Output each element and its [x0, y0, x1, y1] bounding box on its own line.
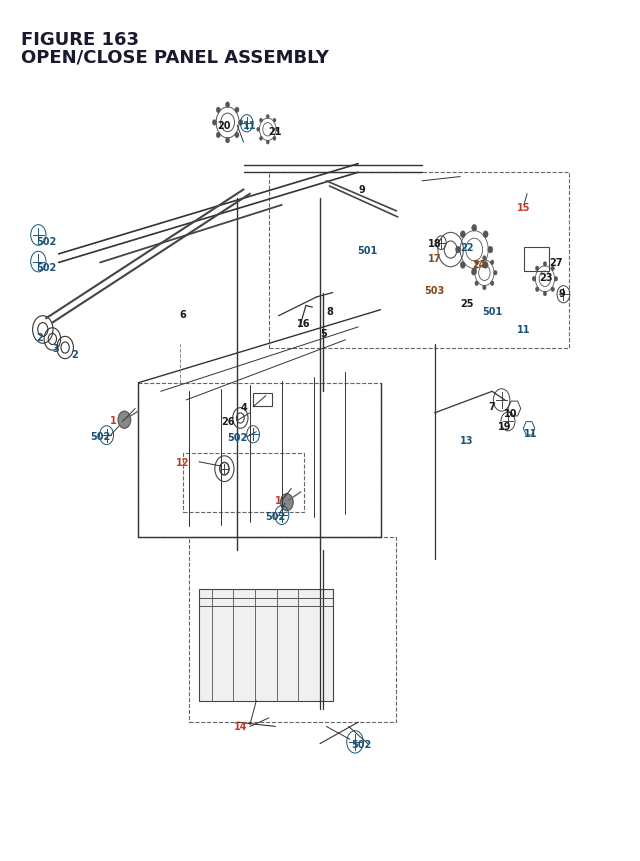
- Circle shape: [216, 133, 220, 139]
- Text: 1: 1: [275, 496, 282, 506]
- Circle shape: [475, 261, 478, 265]
- Text: 1: 1: [109, 415, 116, 425]
- Circle shape: [472, 271, 475, 276]
- Circle shape: [257, 128, 260, 132]
- Circle shape: [472, 226, 477, 232]
- Text: 17: 17: [428, 254, 442, 263]
- Circle shape: [483, 286, 486, 290]
- Circle shape: [483, 232, 488, 238]
- Text: 13: 13: [460, 436, 474, 446]
- Circle shape: [551, 288, 554, 292]
- Text: 24: 24: [472, 260, 486, 269]
- Circle shape: [488, 247, 493, 254]
- Text: 5: 5: [320, 329, 326, 338]
- Text: 27: 27: [549, 258, 563, 268]
- Circle shape: [225, 139, 230, 144]
- Text: OPEN/CLOSE PANEL ASSEMBLY: OPEN/CLOSE PANEL ASSEMBLY: [20, 48, 328, 66]
- Circle shape: [543, 292, 547, 296]
- Circle shape: [536, 288, 539, 292]
- Text: 503: 503: [424, 286, 445, 295]
- Text: 21: 21: [269, 127, 282, 137]
- Circle shape: [273, 137, 276, 141]
- Circle shape: [235, 108, 239, 114]
- Text: 11: 11: [517, 325, 531, 334]
- Circle shape: [266, 141, 269, 145]
- Circle shape: [225, 102, 230, 108]
- Text: 501: 501: [358, 245, 378, 255]
- Text: 10: 10: [504, 408, 518, 418]
- Text: 12: 12: [176, 457, 189, 468]
- Text: 26: 26: [221, 416, 234, 426]
- Text: 502: 502: [351, 739, 372, 749]
- Text: 6: 6: [180, 310, 186, 319]
- Circle shape: [554, 277, 557, 282]
- Circle shape: [276, 128, 279, 132]
- Text: 11: 11: [243, 121, 257, 131]
- Text: 15: 15: [517, 202, 531, 213]
- Text: FIGURE 163: FIGURE 163: [20, 31, 138, 49]
- Circle shape: [551, 267, 554, 271]
- Text: 2: 2: [36, 333, 43, 343]
- Circle shape: [260, 119, 262, 123]
- Text: 502: 502: [36, 237, 56, 247]
- Circle shape: [475, 282, 478, 286]
- Circle shape: [273, 119, 276, 123]
- Text: 2: 2: [71, 350, 78, 360]
- Text: 25: 25: [460, 299, 474, 308]
- Text: 16: 16: [298, 319, 311, 328]
- Text: 11: 11: [524, 428, 537, 438]
- Text: 3: 3: [52, 344, 59, 354]
- Circle shape: [483, 257, 486, 261]
- Circle shape: [532, 277, 536, 282]
- Circle shape: [216, 108, 220, 114]
- Text: 502: 502: [265, 511, 285, 521]
- Text: 14: 14: [234, 722, 247, 732]
- Circle shape: [239, 121, 243, 126]
- Text: 502: 502: [227, 432, 247, 443]
- Circle shape: [260, 137, 262, 141]
- Circle shape: [118, 412, 131, 429]
- Text: 22: 22: [460, 243, 474, 252]
- Circle shape: [543, 263, 547, 267]
- Circle shape: [460, 263, 465, 269]
- FancyBboxPatch shape: [199, 589, 333, 701]
- Circle shape: [212, 121, 216, 126]
- Circle shape: [456, 247, 461, 254]
- Text: 18: 18: [428, 238, 442, 249]
- Text: 7: 7: [489, 401, 495, 412]
- Circle shape: [460, 232, 465, 238]
- Text: 23: 23: [540, 273, 553, 282]
- Circle shape: [235, 133, 239, 139]
- Text: 9: 9: [559, 288, 566, 298]
- Circle shape: [493, 271, 497, 276]
- Circle shape: [490, 261, 494, 265]
- Circle shape: [536, 267, 539, 271]
- Text: 19: 19: [498, 421, 511, 431]
- Text: 20: 20: [218, 121, 231, 131]
- Circle shape: [483, 263, 488, 269]
- Text: 4: 4: [240, 402, 247, 412]
- Circle shape: [490, 282, 494, 286]
- Text: 9: 9: [358, 185, 365, 195]
- Text: 502: 502: [36, 263, 56, 272]
- Circle shape: [280, 494, 293, 511]
- Text: 502: 502: [90, 431, 110, 442]
- Text: 8: 8: [326, 307, 333, 317]
- Circle shape: [472, 269, 477, 276]
- Circle shape: [266, 115, 269, 120]
- Text: 501: 501: [482, 307, 502, 317]
